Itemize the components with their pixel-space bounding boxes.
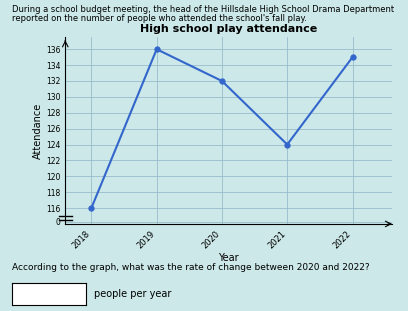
Text: During a school budget meeting, the head of the Hillsdale High School Drama Depa: During a school budget meeting, the head… (12, 5, 395, 14)
Y-axis label: Attendance: Attendance (33, 103, 43, 159)
Text: reported on the number of people who attended the school's fall play.: reported on the number of people who att… (12, 14, 307, 23)
Text: people per year: people per year (94, 289, 171, 299)
Text: According to the graph, what was the rate of change between 2020 and 2022?: According to the graph, what was the rat… (12, 263, 370, 272)
X-axis label: Year: Year (218, 253, 239, 263)
Title: High school play attendance: High school play attendance (140, 24, 317, 34)
